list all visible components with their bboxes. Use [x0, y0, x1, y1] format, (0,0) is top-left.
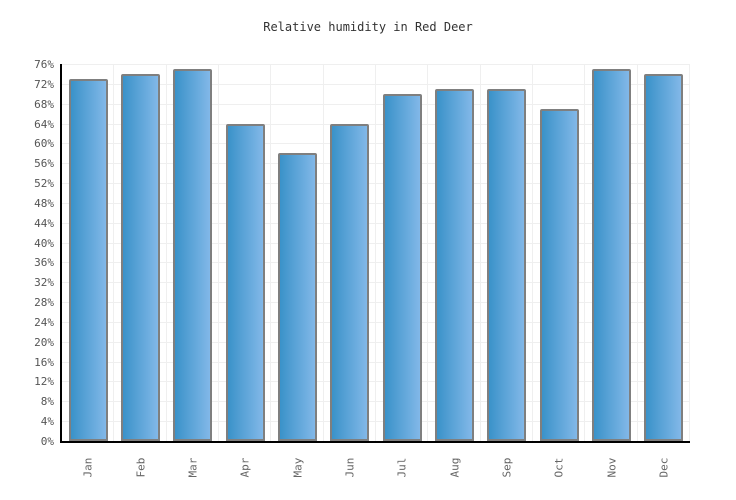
v-gridline: [270, 64, 272, 441]
plot-area: [62, 64, 690, 441]
h-gridline: [62, 282, 690, 284]
y-tick-label: 24%: [34, 315, 54, 329]
x-tick-label: Jul: [395, 457, 409, 478]
bar-oct: [539, 108, 579, 441]
x-tick-label: Dec: [657, 457, 671, 478]
y-tick-label: 4%: [40, 415, 54, 429]
h-gridline: [62, 163, 690, 165]
h-gridline: [62, 183, 690, 185]
y-tick-label: 48%: [34, 196, 54, 210]
bar-nov: [592, 68, 631, 441]
y-tick-label: 8%: [40, 395, 54, 409]
x-tick-label: May: [291, 457, 304, 478]
x-tick-label: Oct: [552, 457, 566, 478]
y-tick-label: 44%: [34, 216, 54, 230]
x-tick-label: Mar: [186, 457, 200, 478]
y-tick-label: 60%: [34, 137, 54, 151]
y-tick-label: 0%: [40, 435, 54, 448]
bar-may: [278, 153, 317, 441]
chart-title: Relative humidity in Red Deer: [263, 20, 473, 34]
y-tick-label: 56%: [34, 157, 54, 171]
x-tick-label: Nov: [605, 457, 618, 478]
v-gridline: [218, 64, 219, 441]
h-gridline: [62, 242, 690, 244]
h-gridline: [62, 341, 690, 343]
h-gridline: [62, 421, 690, 423]
h-gridline: [62, 143, 690, 145]
h-gridline: [62, 202, 690, 204]
v-gridline: [636, 64, 638, 441]
h-gridline: [62, 361, 690, 363]
h-gridline: [62, 103, 690, 105]
y-axis-line: [60, 64, 62, 443]
y-tick-label: 20%: [34, 335, 54, 349]
x-tick-label: Sep: [500, 457, 514, 478]
v-gridline: [532, 64, 533, 441]
bar-dec: [644, 73, 684, 441]
v-gridline: [113, 64, 115, 441]
v-gridline: [689, 64, 690, 441]
y-tick-label: 28%: [34, 296, 54, 310]
h-gridline: [62, 381, 690, 383]
v-gridline: [479, 64, 481, 441]
h-gridline: [62, 64, 690, 65]
h-gridline: [62, 401, 690, 403]
h-gridline: [62, 123, 690, 125]
h-gridline: [62, 321, 690, 323]
y-tick-label: 40%: [34, 236, 54, 250]
h-gridline: [62, 302, 690, 304]
y-tick-label: 16%: [34, 355, 54, 369]
h-gridline: [62, 83, 690, 85]
y-tick-label: 52%: [34, 177, 54, 191]
x-tick-label: Feb: [134, 457, 147, 478]
h-gridline: [62, 222, 690, 224]
y-tick-label: 36%: [34, 256, 54, 270]
v-gridline: [375, 64, 376, 441]
y-tick-label: 76%: [34, 58, 54, 71]
y-tick-label: 68%: [34, 97, 54, 111]
v-gridline: [165, 64, 167, 441]
x-tick-label: Jan: [81, 457, 95, 478]
x-tick-label: Aug: [448, 457, 461, 478]
y-tick-label: 72%: [34, 77, 54, 91]
bar-mar: [173, 68, 213, 441]
bar-aug: [435, 88, 474, 441]
bar-jan: [68, 78, 108, 441]
v-gridline: [584, 64, 586, 441]
y-tick-label: 64%: [34, 117, 54, 131]
bar-jun: [330, 123, 370, 441]
x-tick-label: Apr: [238, 457, 252, 478]
h-gridline: [62, 262, 690, 264]
v-gridline: [322, 64, 324, 441]
y-tick-label: 32%: [34, 276, 54, 290]
bar-jul: [382, 93, 422, 441]
x-tick-label: Jun: [343, 457, 357, 478]
x-axis-line: [60, 441, 690, 443]
y-tick-label: 12%: [34, 375, 54, 389]
bar-sep: [487, 88, 527, 441]
v-gridline: [427, 64, 429, 441]
bar-feb: [121, 73, 160, 441]
bar-apr: [225, 123, 265, 441]
